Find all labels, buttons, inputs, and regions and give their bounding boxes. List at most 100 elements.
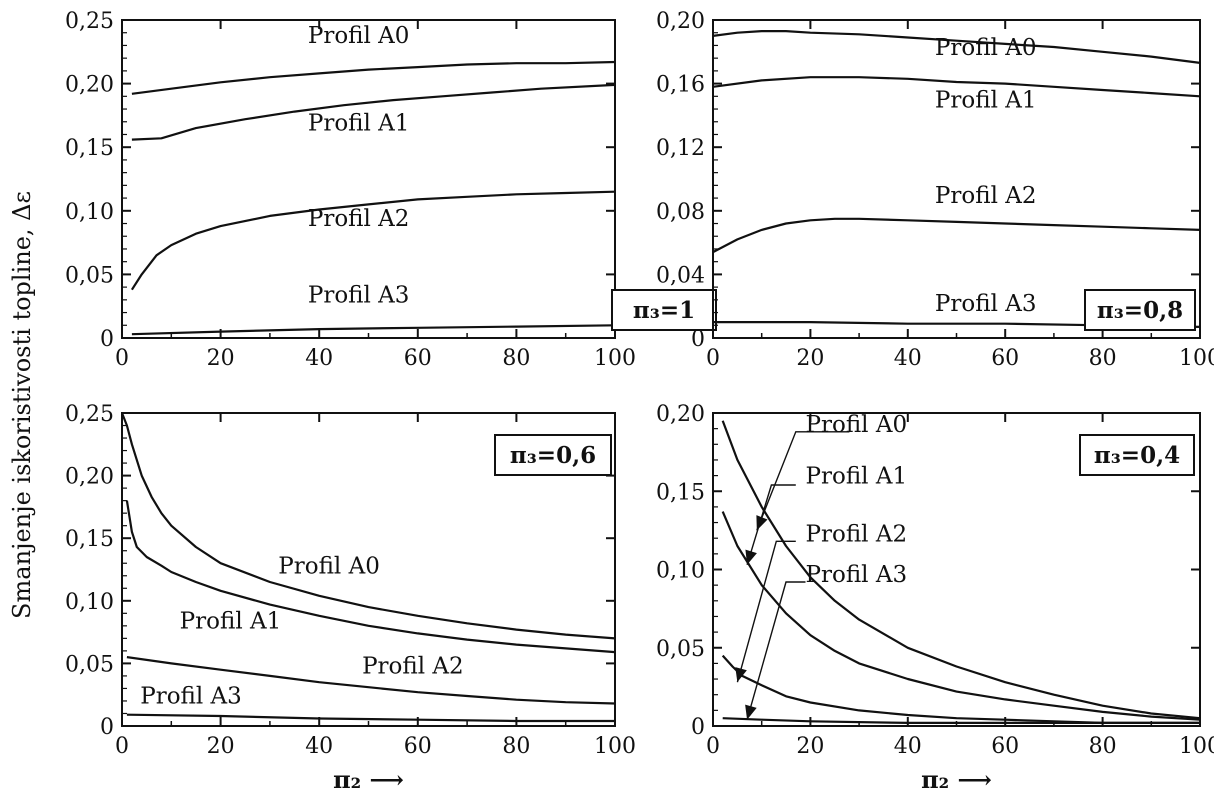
y-tick-label: 0,15 [65, 527, 114, 552]
series-label: Profil A3 [935, 291, 1037, 317]
series-line [712, 76, 1201, 98]
series-label: Profil A1 [180, 608, 282, 634]
chart-panel-bottom-right: 0 20 40 60 80 100 0 0,05 0,10 0,15 0,20 Profil A0 Pr… [656, 402, 1214, 794]
y-tick-label: 0,15 [65, 136, 114, 161]
y-tick-label: 0,10 [65, 590, 114, 615]
x-tick-label: 20 [207, 346, 235, 371]
parameter-box [1084, 289, 1196, 331]
series-line [721, 420, 1201, 720]
x-tick-label: 20 [207, 734, 235, 759]
y-tick-label: 0,25 [65, 402, 114, 427]
leader-arrowhead [745, 704, 757, 720]
series-line [131, 324, 616, 336]
x-tick-label: 20 [796, 734, 824, 759]
x-tick-label: 0 [115, 346, 129, 371]
x-tick-label: 60 [991, 734, 1019, 759]
parameter-label: π₃=1 [633, 297, 695, 324]
leader-line [746, 484, 796, 566]
y-tick-label: 0,20 [65, 73, 114, 98]
y-tick-label: 0 [100, 327, 114, 352]
series-line [125, 500, 616, 654]
series-line [712, 217, 1201, 254]
parameter-label: π₃=0,4 [1094, 442, 1180, 469]
leader-line [746, 581, 806, 720]
series-line [712, 30, 1201, 64]
series-label: Profil A0 [308, 23, 410, 49]
series-label: Profil A2 [362, 653, 464, 679]
x-tick-label: 60 [404, 734, 432, 759]
x-tick-label: 0 [706, 346, 720, 371]
y-tick-label: 0,15 [656, 480, 705, 505]
series-label: Profil A1 [806, 463, 908, 489]
series-label: Profil A2 [806, 521, 908, 547]
series-line [131, 60, 616, 95]
x-tick-label: 0 [115, 734, 129, 759]
x-axis-label: π₂ ⟶ [921, 765, 992, 794]
series-label: Profil A1 [935, 87, 1037, 113]
x-tick-label: 80 [1089, 346, 1117, 371]
series-line [126, 713, 615, 723]
y-tick-label: 0,05 [65, 263, 114, 288]
x-tick-label: 100 [1179, 346, 1214, 371]
series-line [120, 412, 616, 640]
series-label: Profil A0 [935, 35, 1037, 61]
parameter-label: π₃=0,8 [1097, 297, 1183, 324]
series-label: Profil A3 [806, 562, 908, 588]
parameter-box [494, 434, 612, 476]
y-tick-label: 0,05 [65, 652, 114, 677]
leader-arrowhead [735, 667, 747, 683]
x-tick-label: 100 [594, 346, 636, 371]
leader-line [736, 540, 796, 683]
y-tick-label: 0,08 [656, 200, 705, 225]
y-tick-label: 0,12 [656, 136, 705, 161]
x-tick-label: 80 [502, 734, 530, 759]
chart-panel-top-left: 0 20 40 60 80 100 0 0,05 0,10 0,15 0,20 0,25 Profil … [65, 9, 717, 371]
x-tick-label: 40 [894, 346, 922, 371]
x-axis-label: π₂ ⟶ [333, 765, 404, 794]
series-label: Profil A1 [308, 111, 410, 137]
y-tick-label: 0,04 [656, 263, 705, 288]
series-label: Profil A3 [308, 282, 410, 308]
y-tick-label: 0,10 [656, 559, 705, 584]
y-tick-label: 0,20 [65, 465, 114, 490]
x-tick-label: 40 [305, 734, 333, 759]
x-tick-label: 60 [991, 346, 1019, 371]
x-tick-label: 80 [1089, 734, 1117, 759]
series-label: Profil A3 [140, 683, 242, 709]
series-label: Profil A0 [278, 553, 380, 579]
leader-line [756, 431, 850, 531]
y-tick-label: 0,05 [656, 637, 705, 662]
x-tick-label: 40 [305, 346, 333, 371]
y-tick-label: 0,20 [656, 9, 705, 34]
y-tick-label: 0,16 [656, 73, 705, 98]
x-tick-label: 80 [502, 346, 530, 371]
chart-panel-top-right: 0 20 40 60 80 100 0 0,04 0,08 0,12 0,16 0,20 Profil … [656, 9, 1214, 371]
parameter-label: π₃=0,6 [510, 442, 596, 469]
parameter-box [611, 289, 717, 331]
y-tick-label: 0,10 [65, 200, 114, 225]
series-line [721, 654, 1200, 724]
series-line [721, 511, 1201, 721]
x-tick-label: 20 [796, 346, 824, 371]
series-line [722, 717, 1200, 724]
y-tick-label: 0 [691, 327, 705, 352]
leader-arrowhead [745, 549, 757, 565]
series-line [130, 190, 616, 291]
parameter-box [1079, 434, 1195, 476]
series-label: Profil A2 [935, 183, 1037, 209]
x-tick-label: 60 [404, 346, 432, 371]
series-line [131, 83, 616, 141]
series-line [126, 656, 616, 705]
y-tick-label: 0,25 [65, 9, 114, 34]
y-axis-label: Smanjenje iskoristivosti topline, Δε [8, 191, 36, 619]
y-tick-label: 0 [100, 715, 114, 740]
x-tick-label: 40 [894, 734, 922, 759]
x-tick-label: 0 [706, 734, 720, 759]
chart-panel-bottom-left: 0 20 40 60 80 100 0 0,05 0,10 0,15 0,20 0,25 Profil … [65, 402, 636, 794]
series-label: Profil A2 [308, 206, 410, 232]
y-tick-label: 0,20 [656, 402, 705, 427]
x-tick-label: 100 [1179, 734, 1214, 759]
series-label: Profil A0 [806, 412, 908, 438]
y-tick-label: 0 [691, 715, 705, 740]
